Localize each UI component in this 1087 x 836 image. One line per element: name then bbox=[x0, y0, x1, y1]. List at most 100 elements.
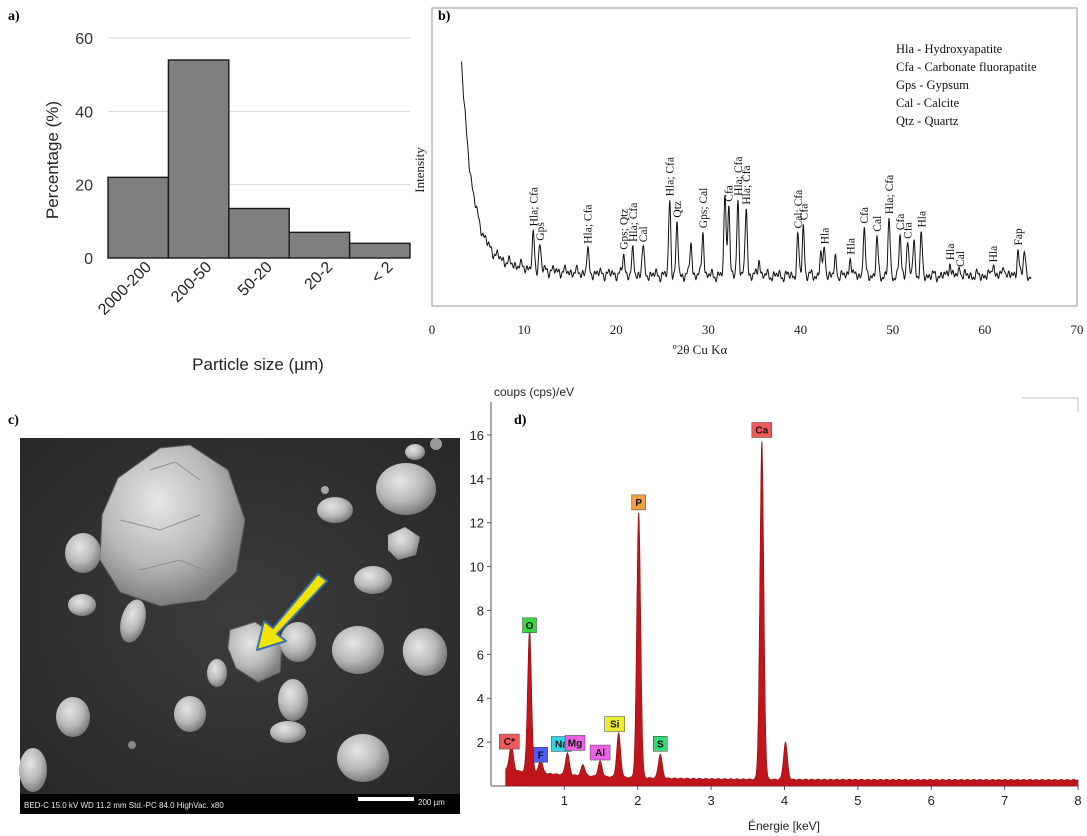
xrd-peak-label: Gps; Qtz bbox=[619, 209, 631, 250]
xrd-peak-label: Hla; Cfa bbox=[528, 187, 540, 226]
xrd-peak-label: Cal bbox=[638, 226, 650, 242]
eds-y-tick-label: 10 bbox=[470, 560, 484, 575]
histogram-x-tick-label: < 2 bbox=[369, 259, 397, 287]
eds-element-tag-label: Na bbox=[555, 739, 568, 750]
histogram-x-tick-labels: 2000-200 200-50 50-20 20-2 < 2 bbox=[95, 259, 397, 319]
xrd-peak-label: Hla; Cfa bbox=[733, 157, 745, 196]
eds-element-tag-box bbox=[522, 617, 537, 634]
grain bbox=[430, 438, 442, 450]
eds-x-tick-label: 6 bbox=[928, 793, 935, 808]
yellow-arrow-icon bbox=[256, 573, 328, 651]
grain bbox=[402, 628, 448, 676]
xrd-peak-label: Cfa bbox=[902, 222, 914, 239]
xrd-x-tick-label: 30 bbox=[702, 322, 715, 337]
xrd-peak-label: Cal; Cfa bbox=[793, 190, 805, 229]
xrd-peak-label: Cfa bbox=[859, 207, 871, 224]
xrd-peak-label: Hla bbox=[916, 211, 928, 228]
xrd-peak-label: Hla; Cfa bbox=[741, 165, 753, 204]
histogram-bar bbox=[348, 242, 411, 259]
xrd-plot-frame bbox=[431, 7, 1078, 307]
grain bbox=[405, 444, 425, 460]
grain bbox=[207, 659, 227, 687]
eds-y-tick-label: 8 bbox=[477, 603, 484, 618]
eds-y-axis-label: coups (cps)/eV bbox=[494, 385, 574, 399]
xrd-pattern-line bbox=[461, 61, 1032, 284]
grain bbox=[388, 527, 420, 560]
xrd-peak-label: Hla; Cfa bbox=[665, 157, 677, 196]
panel-d-letter: d) bbox=[514, 413, 527, 428]
xrd-peak-label: Hla bbox=[945, 244, 957, 261]
eds-element-tag-box bbox=[631, 494, 646, 511]
grain bbox=[120, 599, 146, 643]
eds-element-tag-box bbox=[751, 422, 773, 438]
histogram-y-tick-label: 20 bbox=[75, 178, 93, 195]
eds-y-tick-label: 2 bbox=[477, 735, 484, 750]
grain-texture bbox=[119, 461, 216, 576]
grain bbox=[68, 594, 96, 616]
grain bbox=[65, 533, 101, 573]
xrd-x-tick-label: 10 bbox=[518, 322, 531, 337]
eds-y-tick-label: 6 bbox=[477, 647, 484, 662]
xrd-peak-label: Hla bbox=[845, 238, 857, 255]
histogram-y-tick-label: 40 bbox=[75, 104, 93, 121]
histogram-x-tick-label: 20-2 bbox=[302, 259, 337, 294]
xrd-peak-label: Hla; Cfa bbox=[884, 175, 896, 214]
eds-x-tick-label: 2 bbox=[634, 793, 641, 808]
histogram-bar bbox=[167, 59, 230, 259]
panel-b-letter: b) bbox=[438, 9, 451, 24]
eds-x-axis-label: Énergie [keV] bbox=[748, 818, 820, 833]
xrd-x-tick-label: 40 bbox=[794, 322, 807, 337]
xrd-x-tick-label: 50 bbox=[886, 322, 899, 337]
eds-element-tag-label: Ca bbox=[755, 425, 768, 436]
eds-x-tick-label: 7 bbox=[1001, 793, 1008, 808]
xrd-x-tick-label: 0 bbox=[429, 322, 436, 337]
eds-y-tick-label: 12 bbox=[470, 516, 484, 531]
sem-info-bar bbox=[20, 794, 460, 814]
histogram-y-tick-labels: 0 20 40 60 bbox=[75, 31, 93, 268]
eds-y-tick-label: 16 bbox=[470, 428, 484, 443]
histogram-bar bbox=[288, 231, 351, 259]
sem-scale-bar bbox=[358, 797, 414, 801]
xrd-peak-label: Fap bbox=[1013, 228, 1025, 246]
xrd-legend-entry: Cal - Calcite bbox=[896, 96, 960, 110]
eds-y-tick-labels: 2 4 6 8 10 12 14 16 bbox=[470, 428, 491, 750]
histogram-bars bbox=[107, 59, 411, 259]
xrd-peak-label: Cal bbox=[955, 251, 967, 267]
xrd-legend-entry: Cfa - Carbonate fluorapatite bbox=[896, 60, 1037, 74]
xrd-peak-label: Cfa bbox=[798, 204, 810, 221]
eds-element-tag-label: P bbox=[635, 498, 642, 509]
eds-element-tag-box bbox=[533, 747, 548, 763]
grain bbox=[337, 734, 389, 782]
grain bbox=[332, 626, 384, 674]
eds-element-tags: C* O F Na Mg Al Si P S Ca bbox=[499, 422, 773, 763]
xrd-peak-label: Hla; Cfa bbox=[628, 203, 640, 242]
panel-c: c) bbox=[8, 413, 460, 814]
histogram-x-tick-label: 200-50 bbox=[168, 259, 215, 306]
xrd-peak-label: Gps bbox=[535, 222, 547, 241]
xrd-peak-label: Gps; Cal bbox=[698, 188, 710, 229]
eds-element-tag-label: C* bbox=[504, 737, 515, 748]
histogram-x-tick-label: 50-20 bbox=[235, 259, 276, 300]
xrd-x-tick-label: 70 bbox=[1071, 322, 1084, 337]
grain bbox=[280, 622, 316, 662]
eds-element-tag-label: Al bbox=[595, 748, 605, 759]
histogram-bar bbox=[228, 207, 290, 259]
xrd-x-axis-label: º2θ Cu Kα bbox=[673, 342, 728, 357]
eds-x-tick-label: 8 bbox=[1074, 793, 1081, 808]
xrd-peak-label: Hla bbox=[988, 246, 1000, 263]
sem-scale-label: 200 µm bbox=[418, 798, 445, 807]
xrd-legend-entry: Qtz - Quartz bbox=[896, 114, 959, 128]
xrd-peak-label: Cal bbox=[872, 216, 884, 232]
eds-x-tick-labels: 1 2 3 4 5 6 7 8 bbox=[561, 786, 1082, 808]
eds-element-tag-box bbox=[499, 733, 520, 750]
xrd-peak-label: Qtz bbox=[672, 201, 684, 218]
eds-x-tick-label: 5 bbox=[854, 793, 861, 808]
eds-element-tag-label: O bbox=[526, 621, 534, 632]
grain bbox=[317, 497, 353, 523]
grain bbox=[278, 679, 308, 721]
grain bbox=[270, 721, 306, 743]
eds-x-tick-label: 4 bbox=[781, 793, 788, 808]
